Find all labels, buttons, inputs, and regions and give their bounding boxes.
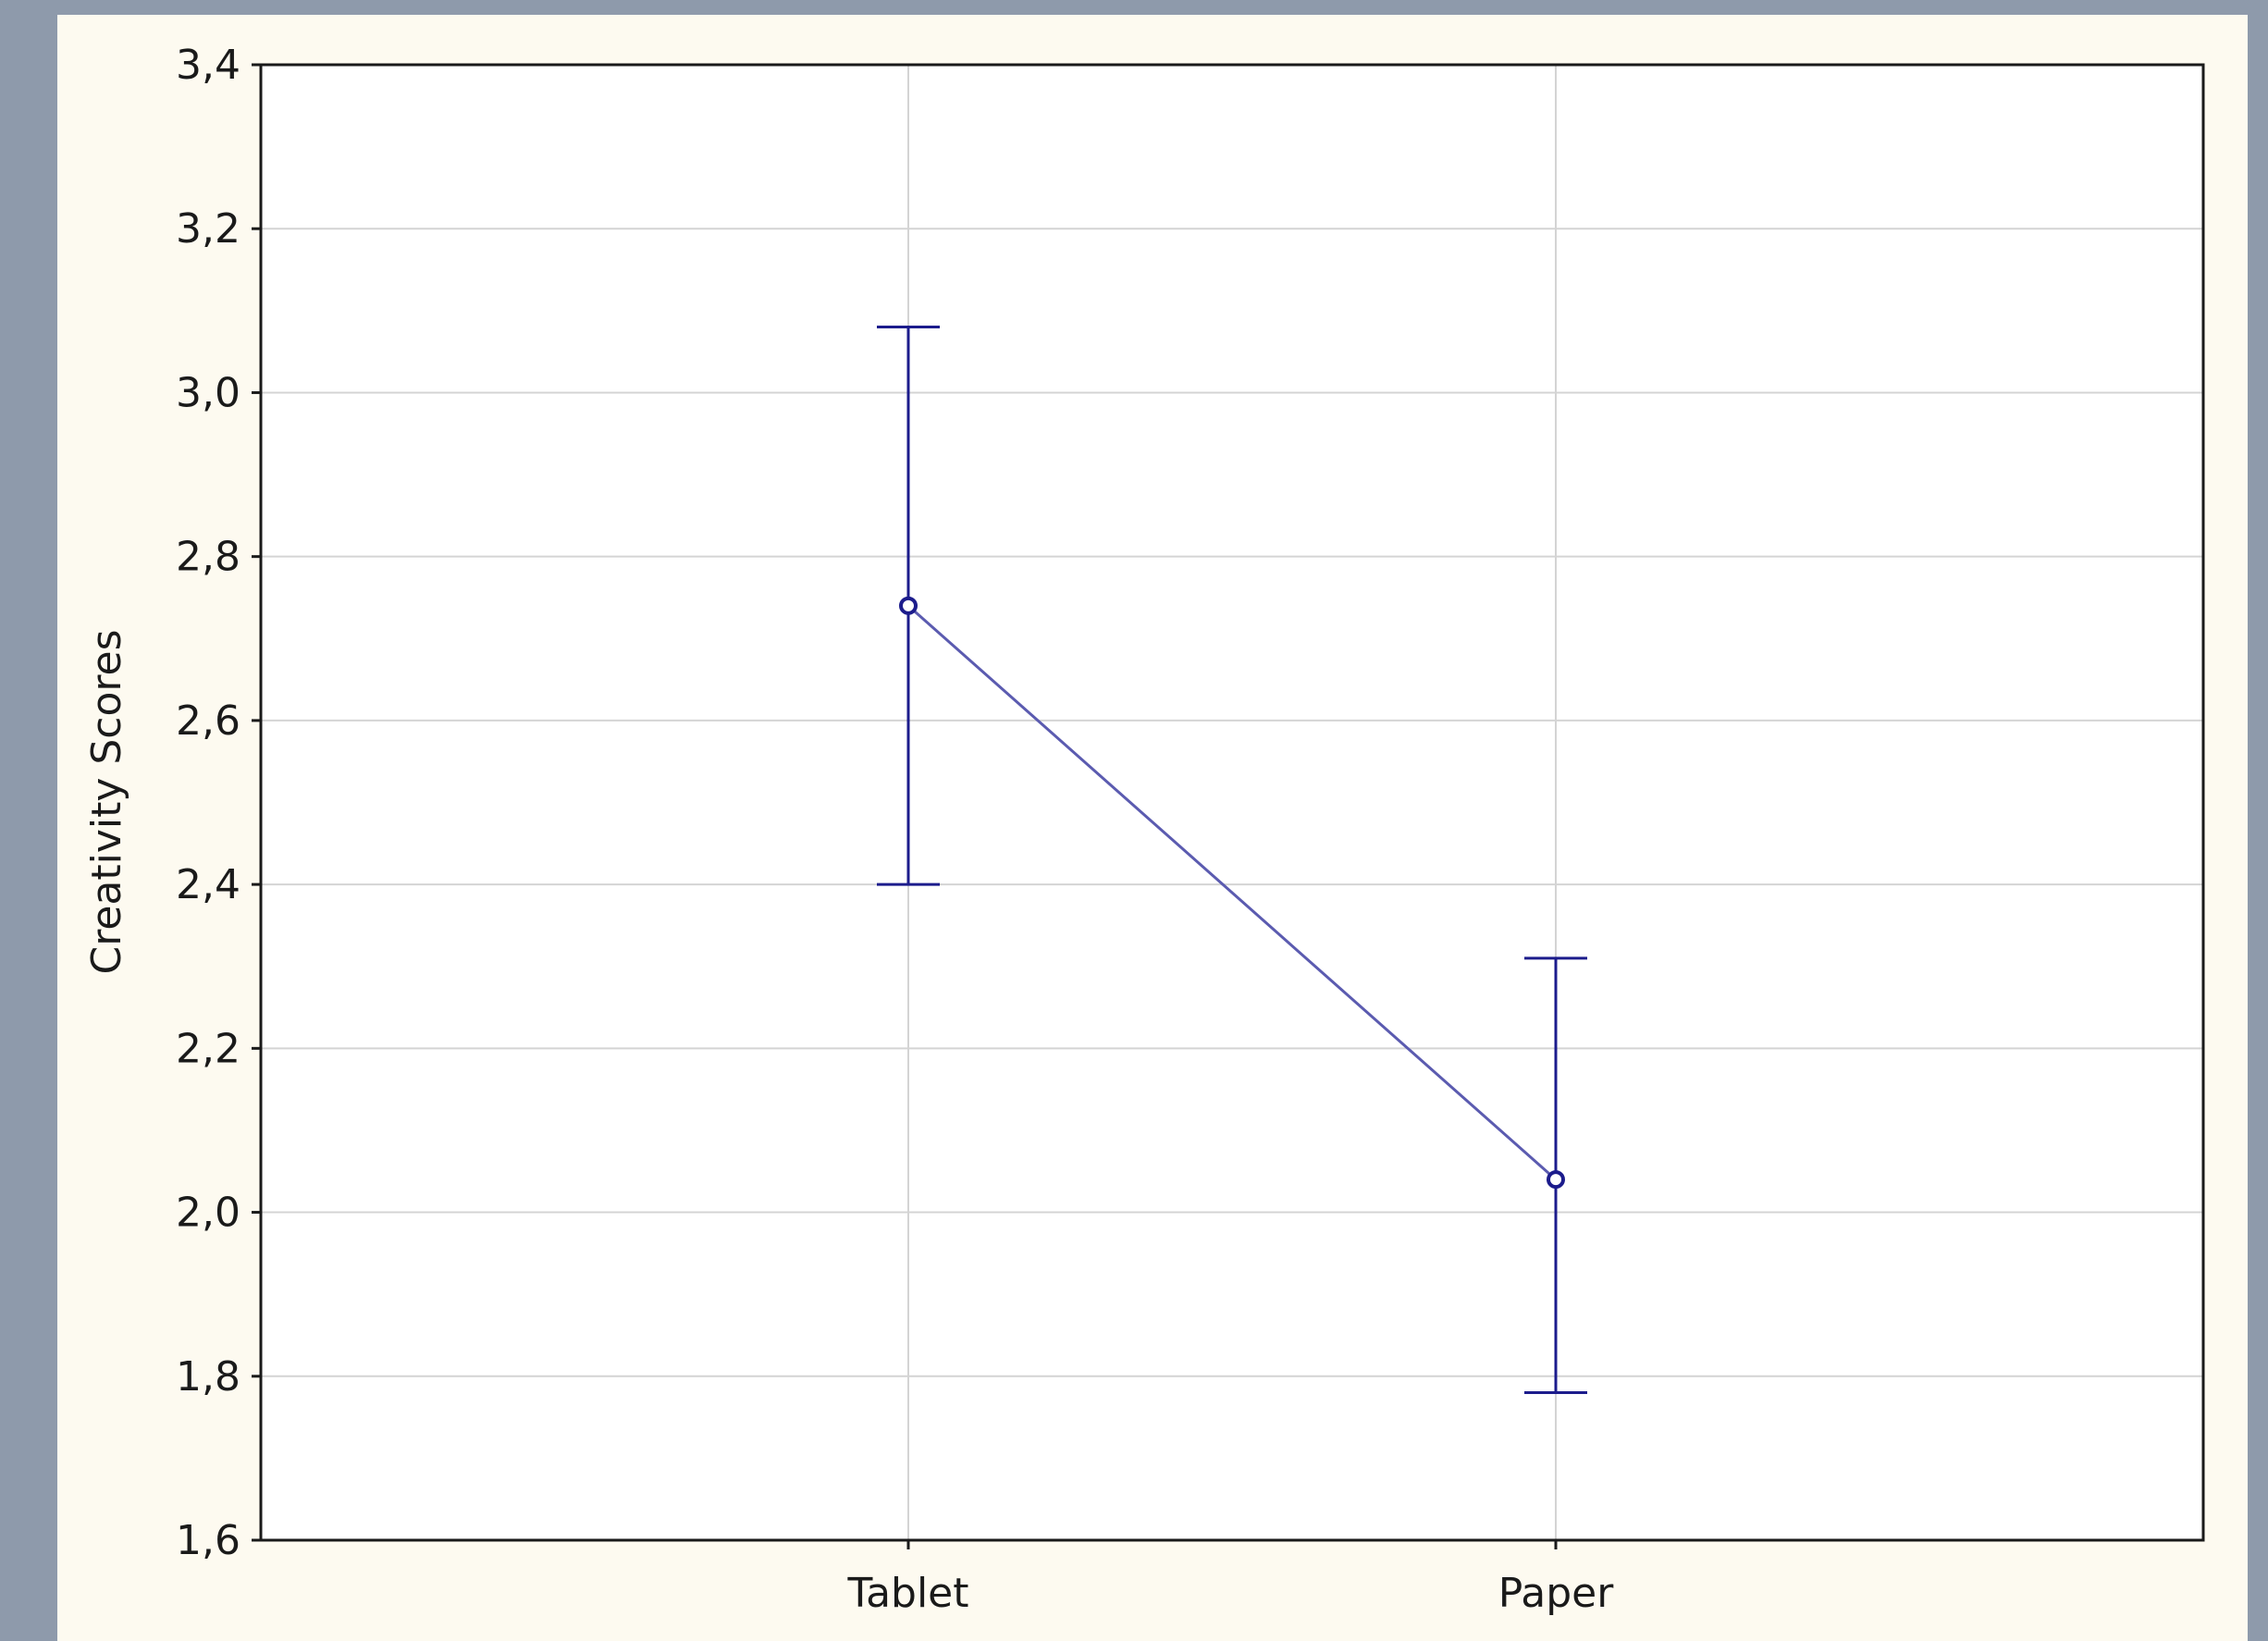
chart: 1,6 1,8 2,0 2,2 2,4 2,6 2,8 3,0 3,2 3,4 Tablet Pap…: [83, 42, 2205, 1617]
plot-frame: [259, 63, 2205, 1542]
x-axis-ticks: Tablet Paper: [846, 1540, 1614, 1617]
figure-panel: 1,6 1,8 2,0 2,2 2,4 2,6 2,8 3,0 3,2 3,4 Tablet Pap…: [57, 15, 2248, 1641]
mean-point: [1547, 1170, 1565, 1190]
y-axis-title: Creativity Scores: [83, 629, 130, 974]
x-tick-label: Paper: [1498, 1570, 1615, 1617]
x-tick-label: Tablet: [846, 1570, 968, 1617]
y-tick-label: 3,2: [176, 205, 240, 253]
series-line: [907, 604, 1557, 1181]
series-layer: [877, 326, 1587, 1394]
y-tick-label: 2,4: [176, 861, 240, 908]
y-axis-ticks: 1,6 1,8 2,0 2,2 2,4 2,6 2,8 3,0 3,2 3,4: [176, 42, 261, 1564]
y-tick-label: 3,4: [176, 42, 240, 89]
y-tick-label: 2,0: [176, 1190, 240, 1237]
y-tick-label: 1,6: [176, 1517, 240, 1564]
y-tick-label: 2,2: [176, 1025, 240, 1072]
plot-area: [261, 65, 2203, 1540]
y-tick-label: 1,8: [176, 1353, 240, 1400]
y-tick-label: 3,0: [176, 369, 240, 416]
mean-point: [899, 596, 918, 615]
y-tick-label: 2,6: [176, 697, 240, 745]
y-tick-label: 2,8: [176, 534, 240, 581]
